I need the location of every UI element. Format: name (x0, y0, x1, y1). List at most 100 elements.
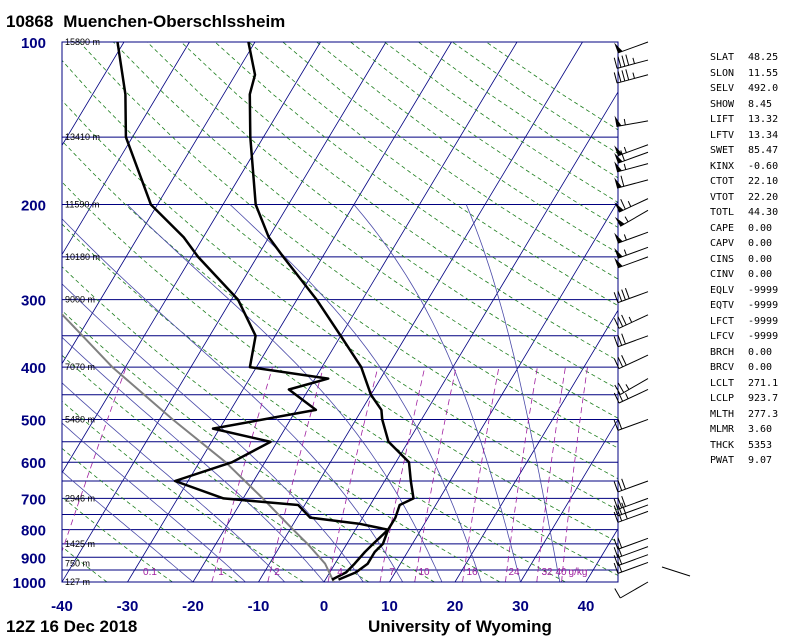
dry-adiabat-line (62, 181, 618, 576)
isotherm-line (323, 91, 618, 582)
index-row: LFCT -9999 (710, 314, 798, 330)
wind-barb (614, 150, 649, 164)
mixing-ratio-label: 4 (337, 567, 343, 578)
index-value: 277.3 (748, 408, 779, 420)
index-name: LFCV (710, 331, 735, 342)
axis-labels: -40 -30 -20 -10 0 10 20 30 40 100 200 300 400 500 600 7… (13, 35, 595, 615)
index-name: TOTL (710, 207, 735, 218)
index-name: CINV (710, 269, 735, 280)
index-value: 5353 (748, 439, 773, 451)
mixing-ratio-label: 7 (389, 567, 395, 578)
mixing-ratio-label: 24 (508, 567, 520, 578)
dry-adiabat-line (62, 447, 239, 582)
index-name: CINS (710, 253, 735, 265)
wind-barb (613, 478, 649, 493)
wind-barb (614, 198, 649, 213)
mixing-ratio-line (505, 367, 538, 582)
index-name: MLMR (710, 424, 735, 435)
dewpoint-line (116, 42, 390, 581)
wind-barb (614, 115, 649, 127)
index-name: KINX (710, 160, 735, 172)
index-name: CAPV (710, 238, 735, 249)
index-name: VTOT (710, 191, 735, 203)
x-tick-label: 30 (512, 598, 529, 615)
index-row: KINX -0.60 (710, 159, 798, 175)
moist-adiabat-line (62, 218, 403, 582)
moist-adiabat-line (465, 204, 561, 582)
pressure-label: 400 (21, 360, 46, 377)
wind-barb (613, 537, 649, 550)
wind-barb (614, 41, 649, 54)
x-tick-label: -20 (182, 598, 204, 615)
index-row: CTOT 22.10 (710, 174, 798, 190)
index-name: LFTV (710, 129, 735, 141)
index-row: TOTL 44.30 (710, 205, 798, 221)
wind-barb (613, 54, 649, 69)
index-row: VTOT 22.20 (710, 190, 798, 206)
index-row: CAPE 0.00 (710, 221, 798, 237)
index-name: THCK (710, 439, 735, 451)
x-tick-label: 0 (320, 598, 328, 615)
index-row: MLMR 3.60 (710, 422, 798, 438)
index-value: 3.60 (748, 424, 773, 435)
x-tick-label: -40 (51, 598, 73, 615)
pressure-label: 300 (21, 293, 46, 310)
moist-adiabat-line (353, 204, 521, 582)
wind-barb (613, 69, 649, 84)
wind-barb (614, 246, 649, 259)
index-name: LCLP (710, 393, 735, 404)
index-row: SELV 492.0 (710, 81, 798, 97)
wind-barb (613, 333, 649, 348)
mixing-ratio-line (62, 366, 127, 553)
plot-frame (61, 41, 619, 583)
dry-adiabat-line (62, 223, 566, 582)
index-name: LFCT (710, 315, 735, 327)
index-row: THCK 5353 (710, 438, 798, 454)
isotherm-line (520, 418, 618, 582)
height-label: 15890 m (65, 37, 100, 47)
pressure-label: 1000 (13, 575, 46, 592)
pressure-label: 700 (21, 491, 46, 508)
index-value: -9999 (748, 315, 779, 327)
x-tick-label: -30 (117, 598, 139, 615)
index-name: CAPE (710, 222, 735, 234)
mixing-ratio-line (211, 366, 273, 582)
dry-adiabat-line (146, 42, 618, 390)
index-row: PWAT 9.07 (710, 453, 798, 469)
wind-barb (613, 502, 649, 517)
index-name: EQTV (710, 300, 735, 311)
temperature-line (247, 42, 415, 581)
index-row: CINS 0.00 (710, 252, 798, 268)
index-value: 492.0 (748, 83, 779, 94)
index-name: SHOW (710, 98, 735, 110)
index-row: SWET 85.47 (710, 143, 798, 159)
index-value: 48.25 (748, 52, 779, 63)
mixing-ratio-line (267, 366, 324, 582)
index-name: EQLV (710, 284, 735, 296)
isotherm-line (62, 42, 321, 474)
index-name: PWAT (710, 455, 735, 466)
wind-barb (614, 378, 649, 395)
dry-adiabat-line (62, 354, 370, 582)
wind-barb (614, 161, 649, 173)
index-name: SELV (710, 83, 735, 94)
sounding-traces (62, 42, 415, 582)
isotherm-line (62, 42, 190, 256)
isotherm-line (62, 42, 387, 582)
wind-barb (614, 209, 649, 227)
index-row: SLON 11.55 (710, 66, 798, 82)
index-value: 11.55 (748, 67, 779, 79)
pressure-label: 100 (21, 35, 46, 52)
dry-adiabat-line (79, 42, 618, 449)
height-label: 9000 m (65, 295, 95, 305)
dry-adiabat-line (248, 42, 618, 307)
index-row: MLTH 277.3 (710, 407, 798, 423)
index-value: -0.60 (748, 160, 779, 172)
index-value: 8.45 (748, 98, 773, 110)
mixing-ratio-label: 2 (274, 567, 280, 578)
wind-barb (613, 553, 649, 567)
dry-adiabat-line (62, 99, 618, 511)
index-name: SLAT (710, 52, 735, 63)
wind-barb (613, 314, 649, 329)
